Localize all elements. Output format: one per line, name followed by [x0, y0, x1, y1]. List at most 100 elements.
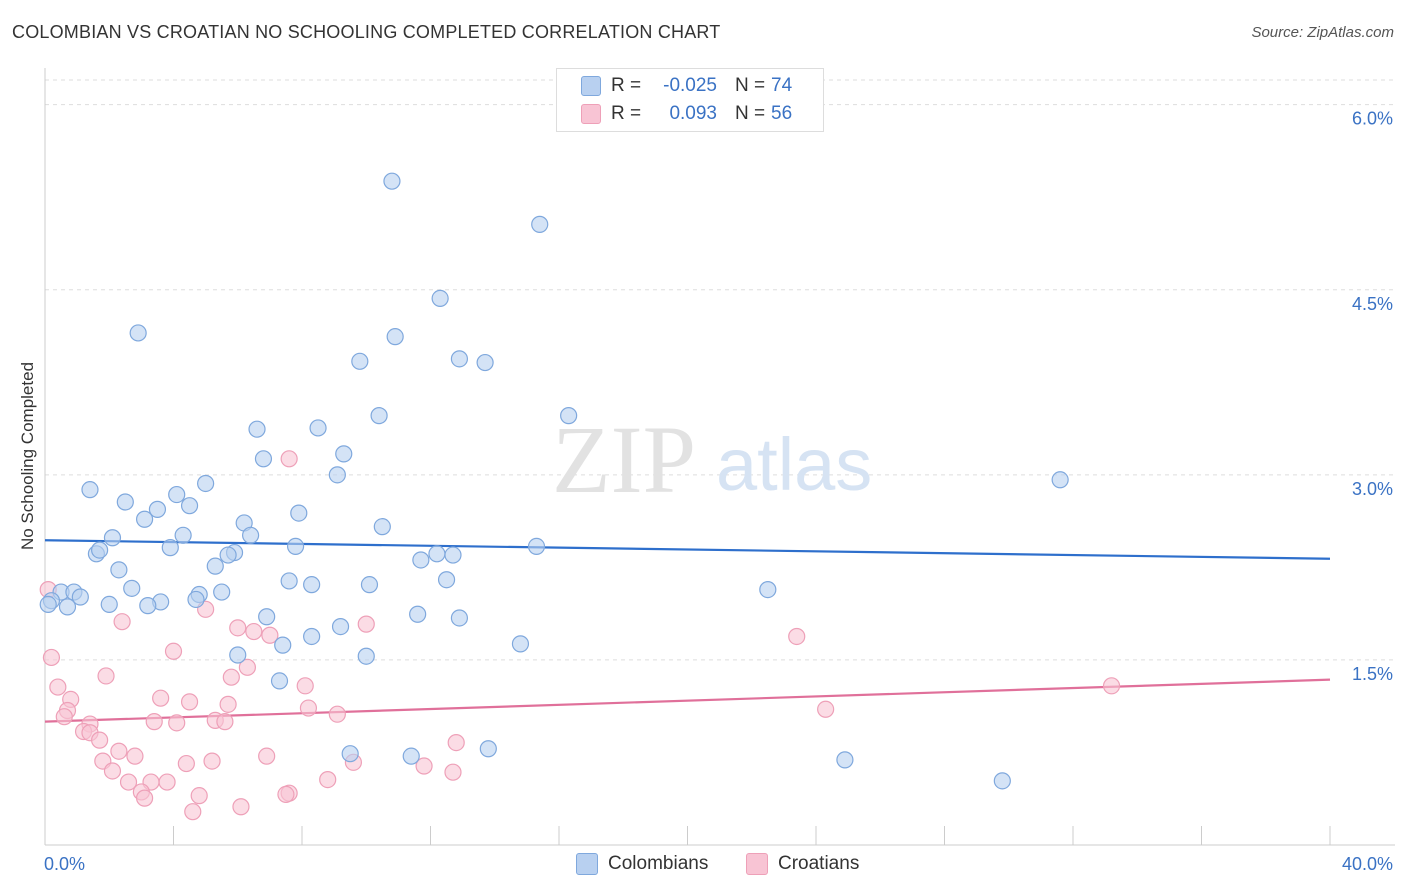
colombian-point — [412, 551, 430, 569]
legend-r-label: R = — [611, 103, 642, 124]
croatian-point — [177, 754, 195, 773]
colombian-point — [402, 747, 420, 765]
croatian-point — [328, 705, 346, 723]
colombian-point — [357, 647, 375, 665]
colombian-point — [254, 450, 273, 468]
croatian-point — [135, 789, 154, 807]
colombian-point — [1051, 471, 1069, 489]
colombian-point — [270, 672, 289, 690]
colombian-point — [511, 635, 530, 653]
colombian-point — [409, 605, 427, 623]
legend-n-value-colombians: 74 — [771, 75, 793, 96]
chart-title: COLOMBIAN VS CROATIAN NO SCHOOLING COMPL… — [12, 22, 721, 42]
colombian-point — [161, 539, 179, 557]
croatian-point — [164, 642, 183, 660]
colombian-point — [180, 497, 199, 515]
legend-row-colombians: R = -0.025 N = 74 — [581, 74, 792, 98]
colombian-point — [560, 407, 578, 425]
colombian-point — [431, 289, 449, 307]
colombian-point — [129, 324, 147, 342]
colombian-point — [81, 481, 99, 499]
croatian-point — [49, 678, 67, 696]
croatian-point — [119, 773, 138, 791]
colombian-point — [527, 537, 546, 556]
croatian-point — [145, 713, 163, 731]
croatian-point — [158, 773, 176, 791]
colombian-point — [836, 751, 854, 769]
colombian-point — [242, 526, 260, 544]
colombian-point — [58, 598, 77, 616]
colombian-point — [303, 627, 321, 646]
croatian-point — [1102, 677, 1121, 695]
legend-row-croatians: R = 0.093 N = 56 — [581, 102, 792, 126]
colombian-point — [759, 580, 777, 599]
colombian-point — [213, 583, 231, 601]
source-label: Source: ZipAtlas.com — [1251, 24, 1394, 41]
watermark-zip: ZIP — [552, 406, 696, 513]
colombian-point — [280, 572, 298, 590]
y-tick-label: 6.0% — [1352, 109, 1393, 129]
croatian-point — [261, 626, 279, 644]
colombian-point — [309, 419, 327, 437]
croatian-trend-line — [44, 678, 1331, 723]
croatian-point — [447, 733, 465, 752]
bottom-legend-colombians: Colombians — [576, 852, 708, 876]
croatian-point — [299, 699, 318, 717]
colombian-point — [303, 576, 321, 594]
colombian-point — [258, 608, 276, 626]
watermark-atlas: atlas — [716, 423, 872, 506]
colombian-trend-line — [44, 539, 1331, 560]
legend-n-label: N = — [735, 103, 766, 124]
croatian-point — [184, 803, 202, 821]
croatian-point — [42, 648, 61, 667]
croatian-point — [91, 731, 109, 749]
colombian-point — [444, 546, 462, 564]
colombian-point — [360, 576, 379, 594]
colombian-point — [110, 561, 128, 579]
croatian-point — [296, 677, 314, 695]
croatian-point — [444, 763, 462, 781]
bottom-legend-label-colombians: Colombians — [608, 853, 709, 874]
croatian-point — [103, 762, 122, 780]
croatian-point — [222, 668, 240, 686]
croatian-point — [219, 695, 237, 713]
croatian-point — [258, 747, 276, 765]
croatian-point — [319, 771, 337, 789]
x-tick-label: 0.0% — [44, 854, 85, 874]
y-tick-label: 3.0% — [1352, 479, 1393, 499]
y-tick-label: 4.5% — [1352, 294, 1393, 314]
colombian-point — [148, 500, 167, 518]
colombian-point — [383, 172, 401, 190]
legend-r-value-croatians: 0.093 — [669, 103, 717, 124]
croatian-point — [232, 798, 250, 816]
croatian-point — [203, 752, 221, 770]
croatian-point — [180, 693, 199, 711]
x-tick-label: 40.0% — [1342, 854, 1393, 874]
legend-r-label: R = — [611, 75, 642, 96]
colombian-point — [174, 526, 192, 544]
colombian-point — [91, 541, 109, 559]
croatian-point — [415, 757, 433, 775]
croatian-point — [55, 708, 73, 726]
croatian-point — [238, 658, 256, 676]
legend-swatch-croatians — [581, 104, 601, 124]
croatian-point — [817, 700, 835, 718]
colombian-point — [476, 353, 494, 372]
colombian-point — [373, 518, 391, 536]
colombian-point — [229, 646, 247, 664]
croatian-point — [126, 747, 144, 765]
bottom-swatch-colombians — [576, 853, 598, 875]
colombian-point — [341, 745, 359, 763]
colombian-point — [437, 571, 456, 589]
colombian-point — [370, 407, 388, 425]
stats-legend: R = -0.025 N = 74 R = 0.093 N = 56 — [556, 68, 824, 132]
colombian-point — [248, 420, 266, 438]
colombian-point — [206, 557, 224, 575]
croatian-point — [245, 622, 263, 641]
bottom-swatch-croatians — [746, 853, 768, 875]
colombian-point — [335, 445, 353, 463]
croatian-point — [113, 613, 131, 631]
croatian-point — [110, 742, 128, 760]
croatian-point — [216, 713, 234, 731]
